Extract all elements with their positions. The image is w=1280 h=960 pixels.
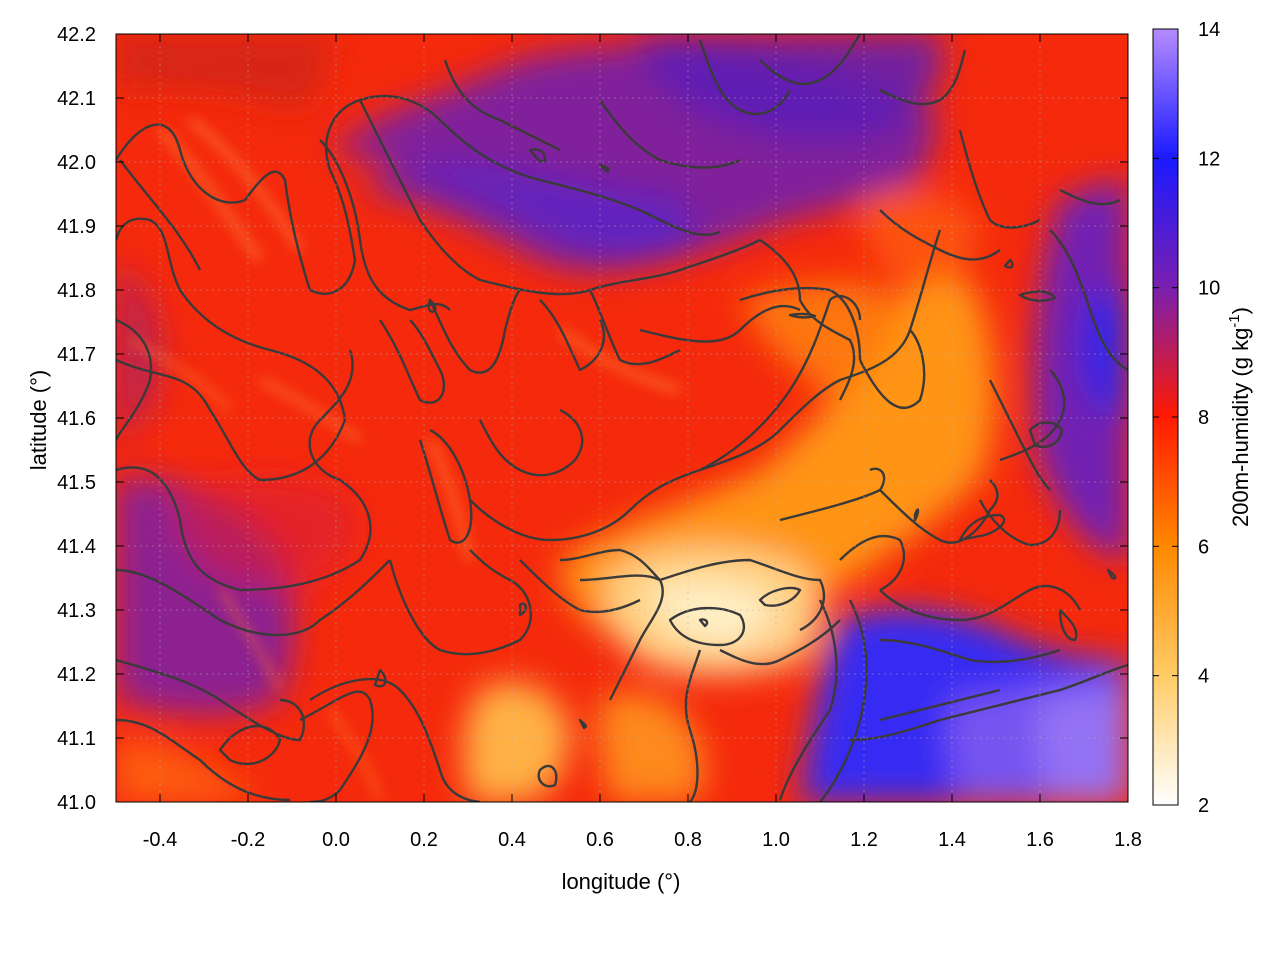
y-tick-label: 41.8 [57,280,96,302]
x-tick-label: 0.4 [498,829,526,851]
colorbar-tick-label: 12 [1198,148,1220,170]
x-tick-label: 1.4 [938,829,966,851]
y-tick-label: 42.2 [57,24,96,46]
y-tick-label: 42.0 [57,152,96,174]
colorbar-tick-label: 6 [1198,536,1209,558]
x-tick-label: 0.0 [322,829,350,851]
y-axis-label: latitude (°) [26,370,51,471]
grid-lines [116,34,1128,802]
y-axis-ticks: 41.0 41.1 41.2 41.3 41.4 41.5 41.6 41.7 41.8 41.9… [57,24,1128,814]
colorbar-tick-label: 10 [1198,278,1220,300]
y-tick-label: 41.1 [57,728,96,750]
colorbar-ticks: 2 4 6 8 10 12 14 [1153,19,1220,817]
colorbar-label-main: 200m-humidity (g kg [1228,328,1253,527]
y-tick-label: 41.7 [57,344,96,366]
x-tick-label: 0.2 [410,829,438,851]
x-tick-label: 1.2 [850,829,878,851]
x-tick-label: 1.6 [1026,829,1054,851]
y-tick-label: 41.5 [57,472,96,494]
x-tick-label: 1.0 [762,829,790,851]
contour-lines [116,34,1128,802]
y-tick-label: 41.4 [57,536,96,558]
y-tick-label: 41.3 [57,600,96,622]
y-tick-label: 41.0 [57,792,96,814]
y-tick-label: 41.2 [57,664,96,686]
y-tick-label: 41.9 [57,216,96,238]
colorbar-label: 200m-humidity (g kg-1) [1226,307,1253,527]
x-tick-label: 1.8 [1114,829,1142,851]
x-axis-ticks: -0.4 -0.2 0.0 0.2 0.4 0.6 0.8 1.0 1.2 1.4 1.6 1.8 [143,34,1142,851]
y-tick-label: 42.1 [57,88,96,110]
colorbar-label-end: ) [1228,307,1253,314]
colorbar-tick-label: 2 [1198,795,1209,817]
x-tick-label: -0.2 [231,829,265,851]
colorbar-tick-label: 8 [1198,407,1209,429]
x-tick-label: -0.4 [143,829,177,851]
colorbar-tick-label: 4 [1198,666,1209,688]
colorbar-label-sup: -1 [1226,314,1243,327]
x-axis-label: longitude (°) [562,869,681,894]
x-tick-label: 0.6 [586,829,614,851]
x-tick-label: 0.8 [674,829,702,851]
colorbar-tick-label: 14 [1198,19,1220,41]
y-tick-label: 41.6 [57,408,96,430]
